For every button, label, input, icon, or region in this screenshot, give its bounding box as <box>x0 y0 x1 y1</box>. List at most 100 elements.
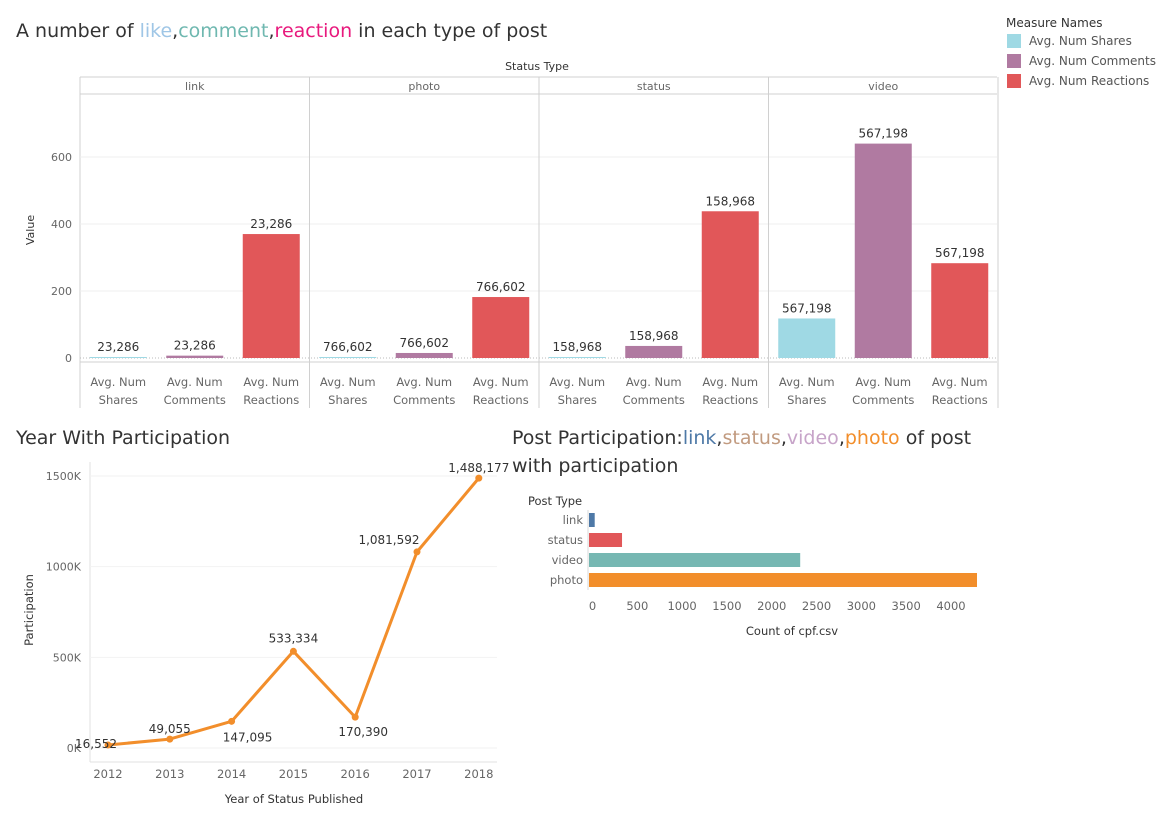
category-label: Avg. Num <box>473 375 529 389</box>
legend-swatch <box>1007 34 1021 48</box>
category-label: Shares <box>787 393 826 407</box>
line-x-axis-label: Year of Status Published <box>224 792 363 806</box>
hbar-video <box>589 553 801 567</box>
title-prefix: A number of <box>16 20 140 42</box>
line-x-tick-label: 2018 <box>464 767 493 781</box>
category-label: Shares <box>99 393 138 407</box>
bar-photo-0 <box>319 356 377 358</box>
bar-chart-title: Post Participation:link,status,video,pho… <box>512 427 971 449</box>
title-suffix: of post <box>899 427 972 449</box>
line-data-label: 16,552 <box>75 737 117 751</box>
line-point <box>413 548 421 556</box>
category-label: Avg. Num <box>243 375 299 389</box>
hbar-status <box>589 533 623 547</box>
title-comma: , <box>172 20 179 42</box>
line-x-tick-label: 2013 <box>155 767 184 781</box>
category-label: Reactions <box>243 393 299 407</box>
line-point <box>475 474 483 482</box>
line-y-tick-label: 0K <box>67 742 82 755</box>
hbar-x-tick-label: 3500 <box>892 599 921 613</box>
title-reaction: reaction <box>274 20 353 42</box>
category-label: Comments <box>393 393 455 407</box>
bar-status-2 <box>701 211 759 358</box>
line-series <box>107 477 480 747</box>
bar-data-label: 23,286 <box>250 217 292 231</box>
hbar-x-tick-label: 0 <box>589 599 596 613</box>
bar-data-label: 158,968 <box>629 329 679 343</box>
line-x-tick-label: 2014 <box>217 767 246 781</box>
title-comma: , <box>268 20 275 42</box>
bar-photo-2 <box>472 297 530 358</box>
bar-data-label: 766,602 <box>399 336 449 350</box>
hbar-category-label: status <box>548 533 583 547</box>
title-photo: photo <box>844 427 900 449</box>
category-label: Avg. Num <box>549 375 605 389</box>
bar-data-label: 766,602 <box>323 340 373 354</box>
category-label: Avg. Num <box>320 375 376 389</box>
hbar-x-tick-label: 1000 <box>667 599 696 613</box>
hbar-x-tick-label: 500 <box>626 599 648 613</box>
legend-label: Avg. Num Comments <box>1029 54 1156 68</box>
title-comma: , <box>716 427 723 449</box>
bar-status-1 <box>625 345 683 358</box>
title-like: like <box>139 20 173 42</box>
hbar-link <box>589 513 595 527</box>
category-label: Reactions <box>702 393 758 407</box>
legend-item-reactions[interactable]: Avg. Num Reactions <box>1007 74 1149 88</box>
line-y-tick-label: 500K <box>53 651 82 664</box>
y-tick-label: 200 <box>51 285 72 298</box>
line-point <box>351 713 359 721</box>
title-link: link <box>682 427 717 449</box>
column-header: Status Type <box>505 60 569 73</box>
category-label: Shares <box>558 393 597 407</box>
title-video: video <box>786 427 839 449</box>
category-label: Avg. Num <box>396 375 452 389</box>
panel-header-status: status <box>637 80 671 93</box>
bar-data-label: 567,198 <box>935 246 985 260</box>
category-label: Comments <box>623 393 685 407</box>
legend-item-comments[interactable]: Avg. Num Comments <box>1007 54 1156 68</box>
title-comma: , <box>838 427 845 449</box>
title-prefix: Post Participation: <box>512 427 683 449</box>
line-data-label: 533,334 <box>269 631 319 645</box>
top-chart-title: A number of like,comment,reaction in eac… <box>16 20 547 42</box>
y-axis-label: Value <box>24 215 37 245</box>
bar-data-label: 23,286 <box>97 340 139 354</box>
category-label: Avg. Num <box>932 375 988 389</box>
line-point <box>289 647 297 655</box>
category-label: Avg. Num <box>90 375 146 389</box>
hbar-x-axis-label: Count of cpf.csv <box>746 624 838 638</box>
y-tick-label: 600 <box>51 151 72 164</box>
category-label: Avg. Num <box>779 375 835 389</box>
hbar-x-tick-label: 2000 <box>757 599 786 613</box>
bar-chart-title-line2: with participation <box>512 455 679 477</box>
hbar-category-label: photo <box>550 573 583 587</box>
legend-item-shares[interactable]: Avg. Num Shares <box>1007 34 1132 48</box>
title-status: status <box>722 427 781 449</box>
category-label: Avg. Num <box>167 375 223 389</box>
line-data-label: 1,488,177 <box>448 461 509 475</box>
title-comma: , <box>780 427 787 449</box>
bar-video-0 <box>778 318 836 358</box>
hbar-category-label: link <box>563 513 584 527</box>
line-point <box>104 741 112 749</box>
line-x-tick-label: 2012 <box>93 767 122 781</box>
hbar-category-label: video <box>552 553 583 567</box>
hbar-x-tick-label: 4000 <box>936 599 965 613</box>
bar-photo-1 <box>395 352 453 358</box>
row-header: Post Type <box>528 494 582 508</box>
line-y-tick-label: 1000K <box>46 561 82 574</box>
line-data-label: 1,081,592 <box>358 533 419 547</box>
bar-status-0 <box>548 357 606 358</box>
y-tick-label: 0 <box>65 352 72 365</box>
bar-link-0 <box>89 356 147 358</box>
hbar-x-tick-label: 1500 <box>712 599 741 613</box>
line-y-tick-label: 1500K <box>46 470 82 483</box>
category-label: Avg. Num <box>702 375 758 389</box>
legend-title: Measure Names <box>1006 16 1103 30</box>
panel-header-link: link <box>185 80 205 93</box>
line-data-label: 147,095 <box>223 730 273 744</box>
bar-link-2 <box>242 234 300 358</box>
line-x-tick-label: 2017 <box>402 767 431 781</box>
